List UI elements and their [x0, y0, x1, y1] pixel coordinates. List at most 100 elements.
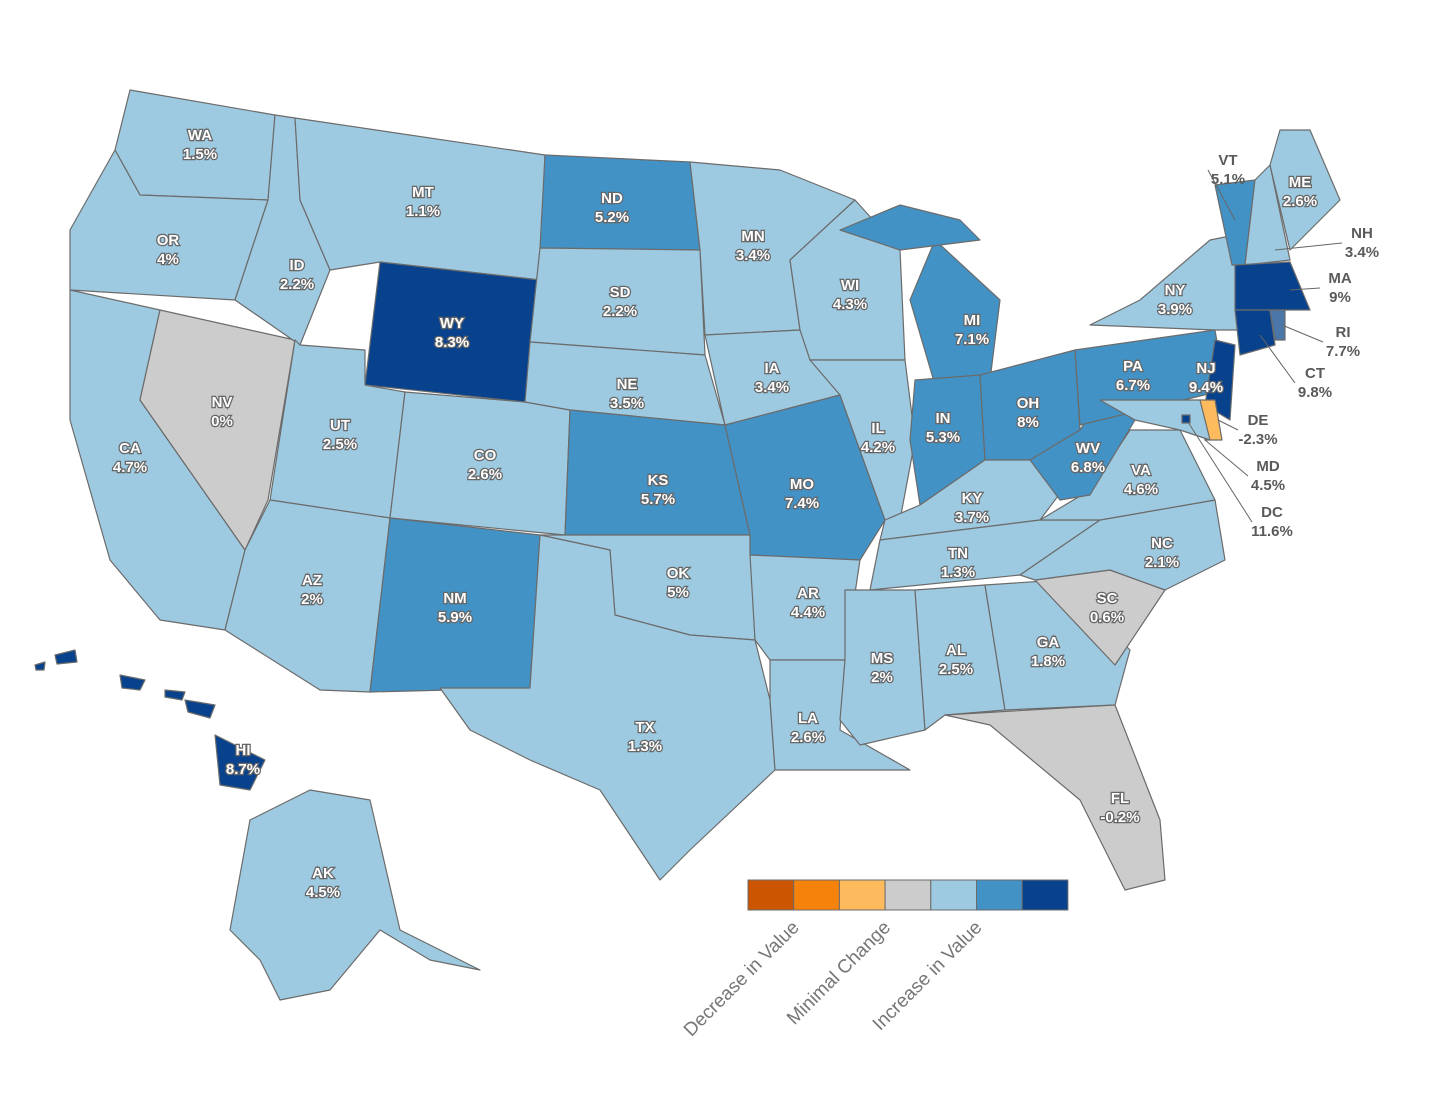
state-value: 4.5%	[1251, 477, 1285, 494]
state-abbr: OK	[667, 565, 690, 582]
state-shape	[184, 699, 216, 719]
state: GA 1.8%	[984, 579, 1131, 711]
state-shape	[529, 247, 706, 356]
legend-swatch	[976, 879, 1023, 911]
state: NE 3.5%	[524, 341, 726, 426]
state-abbr: RI	[1336, 324, 1351, 341]
state-abbr: MS	[871, 650, 894, 667]
state: ID 2.2%	[234, 114, 331, 346]
state-abbr: CT	[1305, 365, 1325, 382]
state-abbr: IN	[936, 410, 951, 427]
state-abbr: TX	[635, 719, 654, 736]
state-shape	[1269, 129, 1341, 251]
state-value: 6.7%	[1116, 377, 1150, 394]
state: KS 5.7%	[564, 409, 751, 536]
state-abbr: IA	[765, 360, 780, 377]
state-abbr: WI	[841, 277, 859, 294]
state-value: 8.7%	[226, 761, 260, 778]
state: SC 0.6%	[1034, 569, 1166, 666]
state-shape	[839, 589, 926, 746]
state-abbr: WY	[440, 315, 464, 332]
state-shape	[364, 261, 541, 403]
state-value: 9.8%	[1298, 384, 1332, 401]
state-value: 6.8%	[1071, 459, 1105, 476]
legend-swatch	[930, 879, 977, 911]
state-value: 5.2%	[595, 209, 629, 226]
state-abbr: DC	[1261, 504, 1283, 521]
leader-line	[1207, 169, 1236, 221]
state-abbr: IL	[871, 420, 884, 437]
state-abbr: AR	[797, 585, 819, 602]
state: AK 4.5%	[229, 789, 481, 1001]
state: IA 3.4%	[704, 329, 841, 426]
state-abbr: OH	[1017, 395, 1040, 412]
state: NV 0%	[139, 309, 296, 551]
state-value: 1.3%	[628, 738, 662, 755]
state-value: 3.4%	[755, 379, 789, 396]
state-value: 1.5%	[183, 146, 217, 163]
state-abbr: CO	[474, 447, 497, 464]
state: CO 2.6%	[389, 391, 571, 536]
state: DC 11.6%	[1181, 414, 1293, 540]
leader-line	[1187, 421, 1253, 523]
state: UT 2.5%	[269, 339, 406, 519]
leader-line	[1204, 439, 1249, 477]
state-abbr: GA	[1037, 634, 1060, 651]
state-shape	[139, 309, 296, 551]
state-value: 11.6%	[1251, 523, 1293, 540]
state-abbr: MO	[790, 476, 814, 493]
state-abbr: OR	[157, 232, 180, 249]
state-abbr: NH	[1351, 225, 1373, 242]
state-value: 2.6%	[468, 466, 502, 483]
state: CT 9.8%	[1234, 309, 1332, 401]
state: MO 7.4%	[724, 394, 886, 561]
state-value: 7.7%	[1326, 343, 1360, 360]
state-value: 9.4%	[1189, 379, 1223, 396]
state-shape	[1234, 261, 1311, 311]
state: NY 3.9%	[1089, 234, 1241, 331]
state-value: 4%	[157, 251, 179, 268]
state-abbr: CA	[119, 440, 141, 457]
state-value: 2%	[871, 669, 893, 686]
state-abbr: LA	[798, 710, 818, 727]
state-value: 4.5%	[306, 884, 340, 901]
state: WA 1.5%	[114, 89, 276, 201]
state-value: 3.7%	[955, 509, 989, 526]
legend-label: Decrease in Value	[680, 917, 804, 1041]
state-abbr: NJ	[1196, 360, 1215, 377]
leader-line	[1259, 334, 1296, 384]
state-abbr: NE	[617, 376, 638, 393]
state-abbr: MA	[1328, 270, 1351, 287]
state-abbr: MN	[741, 228, 764, 245]
leader-line	[1281, 324, 1324, 343]
state-abbr: UT	[330, 417, 350, 434]
state-abbr: WV	[1076, 440, 1100, 457]
state-value: 9%	[1329, 289, 1351, 306]
state: HI 8.7%	[34, 649, 266, 791]
state: WV 6.8%	[1029, 399, 1136, 501]
state-abbr: AL	[946, 642, 966, 659]
state-shape	[164, 689, 186, 701]
state-abbr: SD	[610, 284, 631, 301]
state-shape	[229, 789, 481, 1001]
state: DE -2.3%	[1199, 399, 1278, 448]
state-abbr: AZ	[302, 572, 322, 589]
state: RI 7.7%	[1269, 309, 1360, 360]
state-value: 2.6%	[1283, 193, 1317, 210]
state-abbr: ID	[290, 257, 305, 274]
state: MD 4.5%	[1099, 399, 1285, 494]
state-value: 1.3%	[941, 564, 975, 581]
legend-swatch	[884, 879, 932, 911]
state: IL 4.2%	[809, 359, 916, 521]
state-abbr: NV	[212, 394, 233, 411]
state-shape	[944, 704, 1166, 891]
state-value: 5.9%	[438, 609, 472, 626]
state-value: 8%	[1017, 414, 1039, 431]
state-abbr: PA	[1123, 358, 1143, 375]
leader-line	[1289, 287, 1321, 291]
state: ND 5.2%	[539, 154, 701, 251]
state-value: 2.5%	[323, 436, 357, 453]
state-shape	[1244, 164, 1291, 266]
state-value: -0.2%	[1100, 809, 1139, 826]
state-value: 4.6%	[1124, 481, 1158, 498]
